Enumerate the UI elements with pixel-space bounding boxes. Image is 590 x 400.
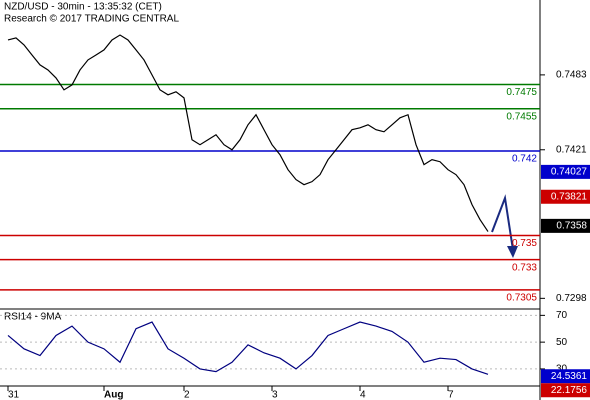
chart-subtitle: Research © 2017 TRADING CENTRAL — [4, 14, 179, 25]
level-label: 0.7455 — [506, 111, 537, 122]
price-marker — [541, 164, 590, 179]
price-marker-label: 22.1756 — [551, 385, 588, 396]
rsi-title: RSI14 - 9MA — [4, 312, 62, 323]
forecast-arrow — [491, 194, 514, 251]
price-marker-label: 24.5361 — [551, 371, 588, 382]
y-tick-label: 0.7298 — [556, 293, 587, 304]
y-tick-label: 0.7421 — [556, 144, 587, 155]
x-tick-label: 3 — [272, 390, 278, 400]
x-tick-label: 4 — [360, 390, 366, 400]
forecast-arrowhead — [507, 246, 518, 258]
price-marker — [541, 189, 590, 204]
y-tick-label: 70 — [556, 310, 568, 321]
chart-title: NZD/USD - 30min - 13:35:32 (CET) — [4, 2, 162, 13]
level-label: 0.7475 — [506, 87, 537, 98]
price-marker-label: 0.74027 — [551, 167, 588, 178]
level-label: 0.733 — [512, 262, 537, 273]
level-label: 0.735 — [512, 238, 537, 249]
y-tick-label: 30 — [556, 364, 568, 375]
price-marker — [541, 383, 590, 398]
price-line — [7, 34, 489, 232]
level-label: 0.742 — [512, 154, 537, 165]
x-tick-label: 7 — [448, 390, 454, 400]
x-tick-label: Aug — [104, 390, 123, 400]
price-marker-label: 0.7358 — [556, 221, 587, 232]
y-tick-label: 0.7483 — [556, 70, 587, 81]
y-tick-label: 50 — [556, 337, 568, 348]
price-marker-label: 0.73821 — [551, 191, 588, 202]
x-tick-label: 2 — [184, 390, 190, 400]
price-line — [7, 321, 489, 375]
x-tick-label: 31 — [8, 390, 20, 400]
price-marker — [541, 369, 590, 384]
price-marker — [541, 218, 590, 233]
level-label: 0.7305 — [506, 293, 537, 304]
